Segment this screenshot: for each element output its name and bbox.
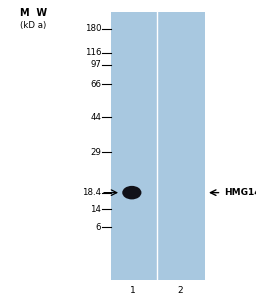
Text: 97: 97 [90, 60, 101, 69]
Text: 116: 116 [85, 48, 101, 57]
Text: 180: 180 [85, 24, 101, 33]
Text: HMG14: HMG14 [224, 188, 256, 197]
Text: 6: 6 [96, 223, 101, 232]
Text: 66: 66 [90, 80, 101, 89]
Text: 44: 44 [90, 113, 101, 122]
Bar [111, 12, 205, 280]
Text: 1: 1 [130, 286, 136, 295]
Text: 2: 2 [178, 286, 183, 295]
Text: 18.4: 18.4 [82, 188, 101, 197]
Text: (kD a): (kD a) [20, 21, 46, 30]
Text: 29: 29 [90, 147, 101, 157]
Ellipse shape [122, 186, 141, 200]
Text: 14: 14 [90, 205, 101, 214]
Text: M  W: M W [20, 8, 47, 17]
